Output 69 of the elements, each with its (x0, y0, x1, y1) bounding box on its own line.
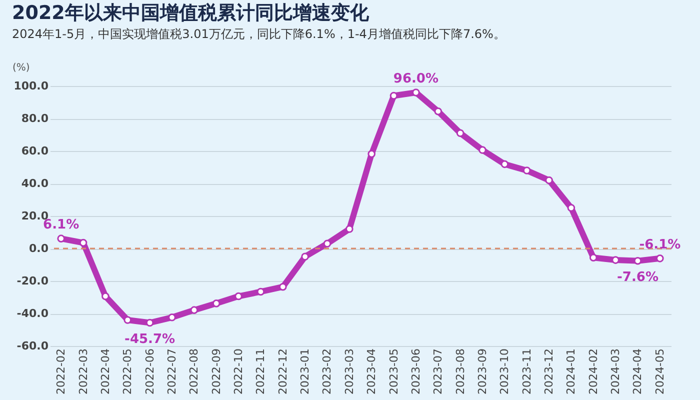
x-tick-label: 2024-04 (631, 348, 644, 394)
x-tick-label: 2022-12 (276, 348, 290, 394)
point (589, 254, 598, 262)
x-tick-label: 2022-08 (188, 348, 201, 394)
point (545, 176, 553, 184)
data-label: -6.1% (639, 237, 681, 252)
point (412, 88, 420, 96)
x-tick-label: 2022-05 (121, 348, 134, 394)
point (301, 252, 309, 261)
x-tick-label: 2022-03 (76, 348, 90, 394)
x-tick-label: 2022-04 (98, 348, 112, 394)
x-tick-label: 2022-07 (165, 348, 178, 394)
chart-title: 2022年以来中国增值税累计同比增速变化 (12, 2, 370, 24)
x-tick-label: 2023-04 (365, 348, 378, 394)
x-tick-label: 2023-01 (298, 348, 312, 394)
data-label: -7.6% (617, 270, 658, 285)
x-tick-label: 2022-09 (210, 348, 223, 394)
x-tick-label: 2023-08 (454, 348, 467, 394)
x-tick-label: 2023-09 (476, 348, 489, 394)
y-tick-label: 0.0 (29, 242, 49, 255)
x-tick-label: 2024-02 (586, 348, 600, 394)
point (212, 300, 220, 308)
y-tick-label: 80.0 (21, 112, 49, 125)
point (434, 107, 442, 116)
x-tick-label: 2023-05 (387, 348, 400, 394)
data-label: 96.0% (393, 72, 438, 86)
point (656, 254, 664, 262)
point (323, 240, 332, 248)
point (79, 238, 88, 247)
y-tick-label: 40.0 (21, 177, 49, 190)
y-tick-label: 100.0 (14, 80, 49, 92)
y-tick-label: -40.0 (16, 307, 49, 320)
y-tick-label: 60.0 (21, 144, 49, 158)
x-tick-label: 2023-11 (520, 348, 534, 394)
point (256, 288, 265, 296)
x-tick-label: 2022-06 (143, 348, 156, 394)
point (234, 292, 242, 300)
point (57, 234, 65, 242)
x-tick-label: 2024-01 (564, 348, 578, 394)
point (567, 204, 576, 212)
chart-subtitle: 2024年1-5月，中国实现增值税3.01万亿元，同比下降6.1%，1-4月增值税同比下降7.6%。 (12, 27, 506, 41)
y-tick-label: -60.0 (16, 340, 49, 352)
x-tick-label: 2024-05 (653, 348, 666, 394)
point (456, 129, 464, 138)
x-tick-label: 2022-02 (54, 348, 68, 394)
x-tick-label: 2024-03 (609, 348, 622, 394)
point (478, 146, 486, 154)
point (146, 318, 154, 327)
x-tick-label: 2023-03 (342, 348, 356, 394)
y-axis-title: (%) (12, 62, 30, 74)
x-tick-label: 2023-02 (320, 348, 334, 394)
data-label: -45.7% (124, 332, 176, 347)
point (278, 282, 287, 291)
point (368, 150, 376, 158)
x-tick-label: 2023-10 (498, 348, 512, 394)
x-tick-label: 2022-11 (254, 348, 268, 394)
x-tick-label: 2022-10 (232, 348, 246, 394)
point (390, 92, 398, 100)
y-tick-label: -20.0 (16, 274, 49, 288)
x-tick-label: 2023-12 (542, 348, 556, 394)
point (102, 292, 110, 300)
point (190, 306, 198, 314)
point (346, 225, 354, 233)
point (522, 166, 531, 174)
point (500, 160, 509, 168)
x-tick-label: 2023-07 (432, 348, 445, 394)
point (168, 313, 176, 322)
x-tick-label: 2023-06 (409, 348, 422, 394)
point (612, 256, 620, 264)
